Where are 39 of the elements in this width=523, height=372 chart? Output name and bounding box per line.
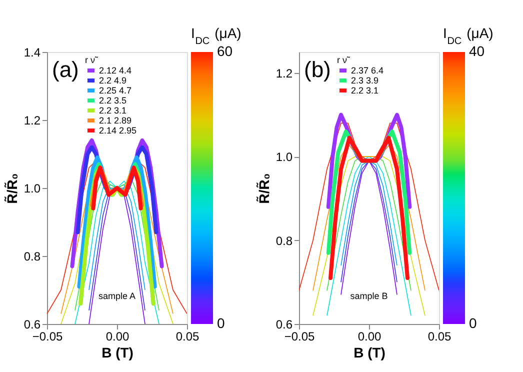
- y-tick-label: 1.0: [24, 182, 41, 196]
- color-bar-label: 60: [217, 43, 233, 59]
- legend-label: 2.2 4.9: [99, 76, 127, 86]
- y-tick-label: 0.8: [24, 250, 41, 264]
- legend-label: 2.12 4.4: [99, 66, 132, 76]
- y-tick-label: 0.6: [276, 318, 293, 332]
- legend-title: r ν̃: [85, 55, 99, 65]
- legend-label: 2.2 3.1: [351, 86, 379, 96]
- legend-label: 2.3 3.9: [351, 76, 379, 86]
- x-tick-label: 0.05: [428, 330, 452, 344]
- legend-label: 2.2 3.1: [99, 106, 127, 116]
- color-bar-label: 40: [469, 43, 485, 59]
- x-axis-title: B (T): [102, 344, 134, 360]
- annotation: sample B: [350, 291, 388, 301]
- legend-title: r ν̃: [337, 55, 351, 65]
- x-tick-label: 0.00: [358, 330, 382, 344]
- x-axis-title: B (T): [354, 344, 386, 360]
- chart-title: (a): [52, 57, 79, 82]
- x-tick-label: 0.00: [106, 330, 130, 344]
- x-tick-label: −0.05: [32, 330, 63, 344]
- y-tick-label: 1.2: [24, 114, 41, 128]
- legend-label: 2.1 2.89: [99, 116, 132, 126]
- annotation: sample A: [98, 291, 136, 301]
- legend-label: 2.2 3.5: [99, 96, 127, 106]
- color-bar-label: 0: [217, 315, 225, 331]
- y-tick-label: 0.8: [276, 234, 293, 248]
- color-bar-label: 0: [469, 315, 477, 331]
- y-tick-label: 1.0: [276, 150, 293, 164]
- x-tick-label: −0.05: [284, 330, 315, 344]
- y-axis-title: R̃/R̃₀: [256, 173, 272, 204]
- x-tick-label: 0.05: [176, 330, 200, 344]
- y-axis-title: R̃/R̃₀: [4, 173, 20, 204]
- legend-label: 2.14 2.95: [99, 126, 137, 136]
- chart-title: (b): [304, 57, 331, 82]
- y-tick-label: 1.2: [276, 66, 293, 80]
- y-tick-label: 1.4: [24, 46, 41, 60]
- y-tick-label: 0.6: [24, 318, 41, 332]
- legend-label: 2.25 4.7: [99, 86, 132, 96]
- legend-label: 2.37 6.4: [351, 66, 384, 76]
